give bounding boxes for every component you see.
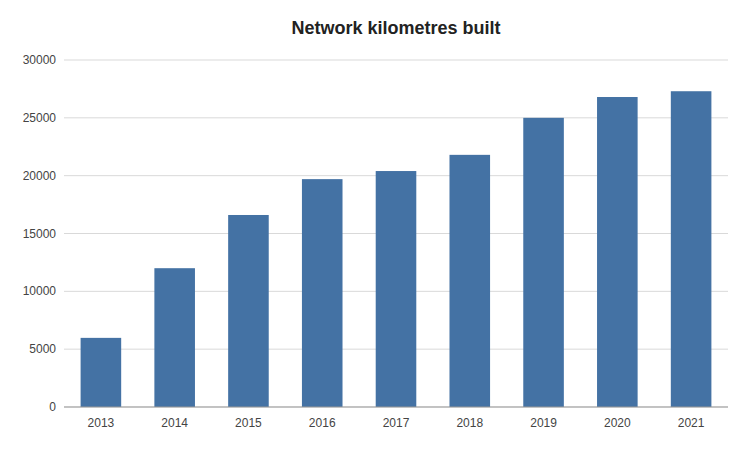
y-tick-label: 10000 [23, 284, 57, 298]
x-tick-label: 2015 [235, 416, 262, 430]
chart-container: Network kilometres built 0 5000 10000 15000 2… [0, 0, 752, 451]
x-tick-label: 2016 [309, 416, 336, 430]
x-axis-line [64, 407, 728, 408]
x-tick-label: 2021 [678, 416, 705, 430]
y-tick-label: 15000 [23, 227, 57, 241]
bar [228, 215, 269, 407]
y-tick-label: 25000 [23, 111, 57, 125]
grid-line [64, 407, 728, 408]
bar [376, 171, 417, 407]
y-tick-label: 0 [49, 400, 56, 414]
y-axis: 0 5000 10000 15000 20000 25000 30000 [23, 53, 728, 414]
grid-line [64, 60, 728, 61]
bar [302, 179, 343, 407]
bar [81, 338, 122, 407]
x-tick-label: 2019 [530, 416, 557, 430]
chart-svg: Network kilometres built 0 5000 10000 15000 2… [0, 0, 752, 451]
bar [671, 91, 712, 407]
x-tick-label: 2018 [456, 416, 483, 430]
y-tick-label: 5000 [29, 342, 56, 356]
title: Network kilometres built [291, 18, 500, 38]
bar [523, 118, 564, 407]
bar [597, 97, 638, 407]
x-tick-label: 2013 [88, 416, 115, 430]
bar [154, 268, 195, 407]
bar [449, 155, 490, 407]
page: {"chart_data": {"type": "bar", "title": … [0, 0, 752, 451]
x-tick-label: 2020 [604, 416, 631, 430]
x-tick-label: 2014 [161, 416, 188, 430]
x-tick-label: 2017 [383, 416, 410, 430]
y-tick-label: 30000 [23, 53, 57, 67]
y-tick-label: 20000 [23, 169, 57, 183]
bars [81, 91, 712, 407]
x-axis: 2013 2014 2015 2016 2017 2018 2019 2020 2021 [88, 416, 705, 430]
